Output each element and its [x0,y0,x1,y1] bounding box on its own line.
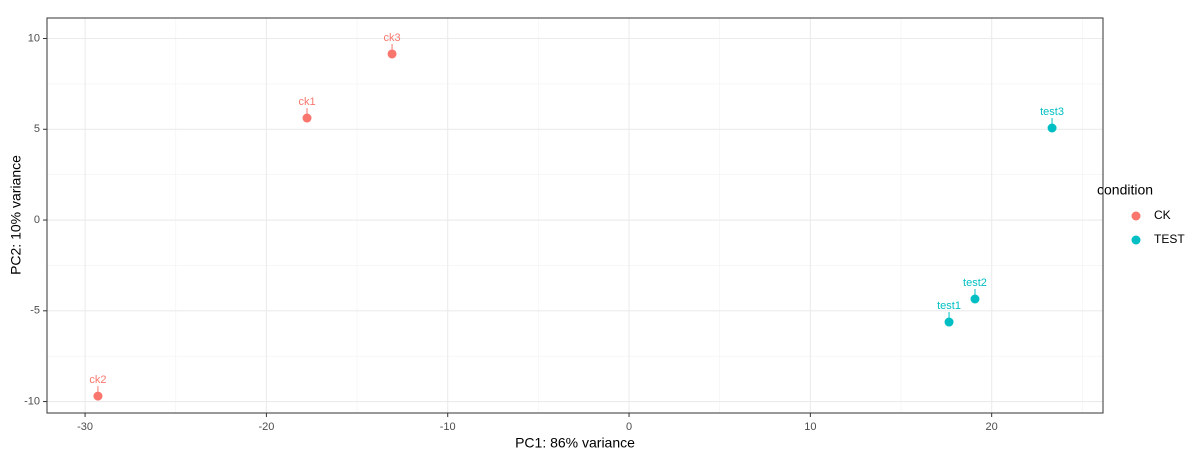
legend-label: TEST [1154,232,1185,246]
point-label: ck2 [89,374,106,386]
x-tick-label: -20 [258,421,274,433]
point-label: test3 [1040,106,1064,118]
y-tick-label: -5 [30,305,40,317]
point [387,49,397,59]
y-tick-label: 0 [34,214,40,226]
x-tick-label: 20 [986,421,998,433]
legend-title: condition [1097,182,1153,198]
point [93,391,103,401]
plot-border [46,17,1104,414]
point-label: test2 [963,277,987,289]
point [970,294,980,304]
x-tick-label: 0 [626,421,632,433]
point [944,317,954,327]
x-tick-label: 10 [804,421,816,433]
legend-key [1131,235,1141,245]
point-label: ck1 [298,96,315,108]
y-tick-label: -10 [24,395,40,407]
legend-label: CK [1154,208,1171,222]
point [302,113,312,123]
x-axis-title: PC1: 86% variance [515,435,635,451]
x-tick-label: -30 [77,421,93,433]
point [1047,123,1057,133]
point-label: ck3 [383,32,400,44]
x-tick-label: -10 [440,421,456,433]
y-tick-label: 5 [34,123,40,135]
y-axis-title: PC2: 10% variance [8,155,24,275]
legend-key [1131,211,1141,221]
y-tick-label: 10 [28,32,40,44]
point-label: test1 [937,300,961,312]
